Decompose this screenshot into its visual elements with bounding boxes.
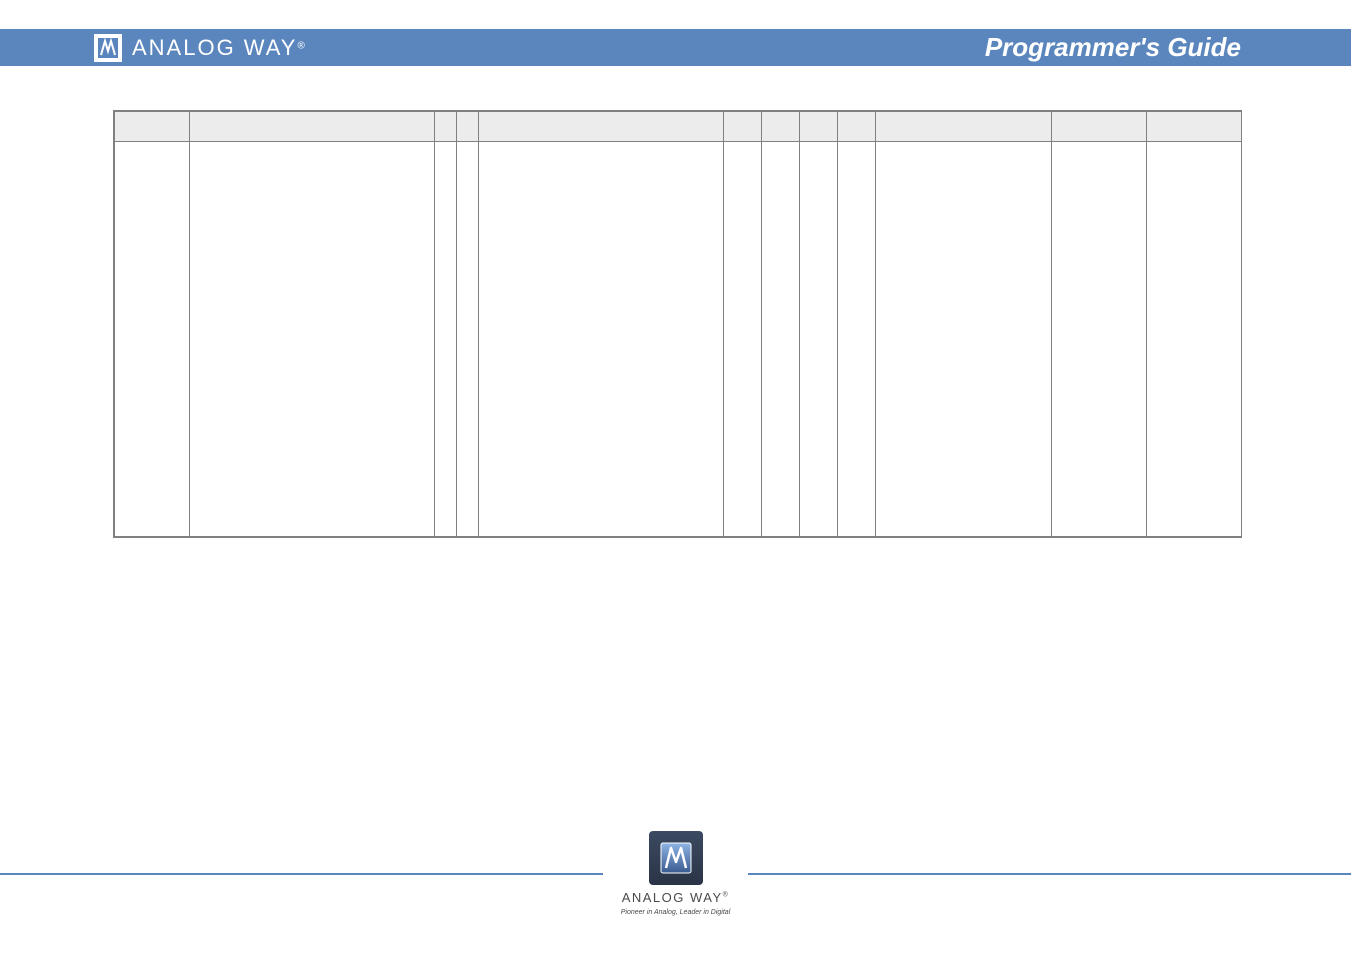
table-cell [435, 142, 457, 537]
footer-divider-right [748, 873, 1351, 875]
table-cell [115, 142, 190, 537]
table-cell [724, 142, 762, 537]
col-header [1147, 112, 1242, 142]
brand-reg-mark: ® [297, 40, 304, 51]
footer-brand-name: ANALOG WAY® [622, 889, 730, 907]
brand-block: ANALOG WAY® [94, 34, 305, 62]
data-table [113, 110, 1242, 538]
table-cell [1147, 142, 1242, 537]
brand-logo-icon [94, 34, 122, 62]
col-header [479, 112, 724, 142]
col-header [190, 112, 435, 142]
table-cell [876, 142, 1052, 537]
table-cell [838, 142, 876, 537]
col-header [1052, 112, 1147, 142]
table-cell [1052, 142, 1147, 537]
col-header [457, 112, 479, 142]
footer-brand-reg: ® [723, 892, 730, 899]
col-header [115, 112, 190, 142]
brand-name-text: ANALOG WAY [132, 35, 297, 60]
footer-divider-left [0, 873, 603, 875]
table-cell [457, 142, 479, 537]
table-cell [479, 142, 724, 537]
footer-tagline: Pioneer in Analog, Leader in Digital [621, 909, 730, 916]
table-row [115, 142, 1242, 537]
footer-logo-icon [649, 831, 703, 885]
table-cell [800, 142, 838, 537]
col-header [838, 112, 876, 142]
table-cell [762, 142, 800, 537]
col-header [762, 112, 800, 142]
page-title: Programmer's Guide [985, 32, 1241, 63]
brand-name: ANALOG WAY® [132, 35, 305, 61]
table-header-row [115, 112, 1242, 142]
table-cell [190, 142, 435, 537]
header-banner: ANALOG WAY® Programmer's Guide [0, 29, 1351, 66]
col-header [724, 112, 762, 142]
footer: ANALOG WAY® Pioneer in Analog, Leader in… [0, 831, 1351, 916]
col-header [435, 112, 457, 142]
footer-brand-text: ANALOG WAY [622, 890, 723, 905]
col-header [876, 112, 1052, 142]
footer-brand-block: ANALOG WAY® Pioneer in Analog, Leader in… [603, 831, 748, 916]
col-header [800, 112, 838, 142]
